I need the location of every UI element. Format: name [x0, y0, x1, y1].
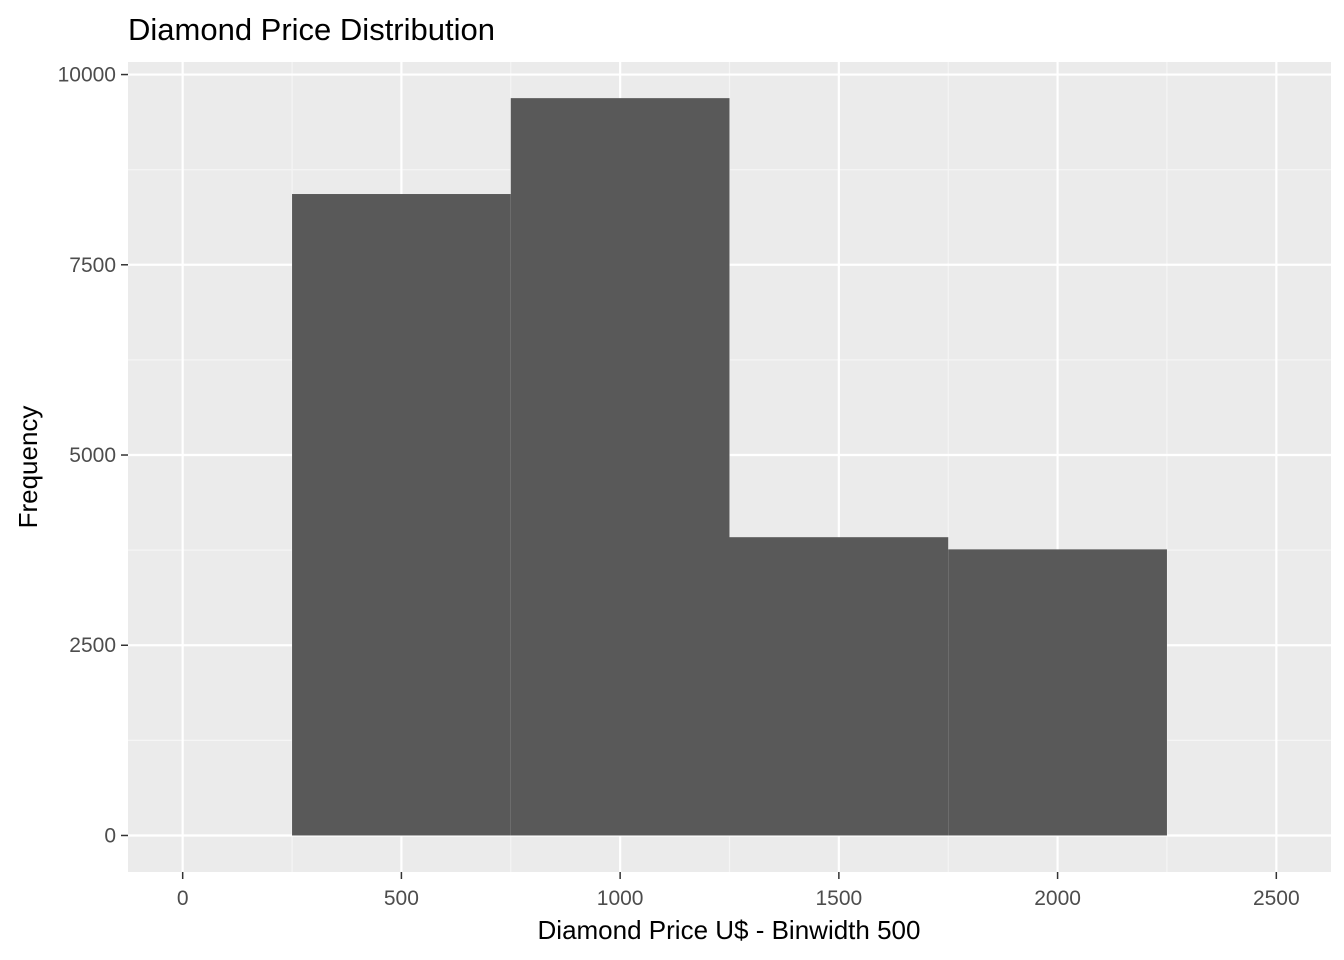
histogram-bars — [292, 98, 1167, 836]
chart-title: Diamond Price Distribution — [128, 12, 495, 47]
histogram-bar — [729, 537, 949, 836]
x-tick-label: 1500 — [816, 887, 863, 910]
x-tick-label: 500 — [384, 887, 419, 910]
y-tick-label: 2500 — [69, 634, 116, 657]
y-tick-label: 10000 — [58, 64, 116, 87]
histogram-bar — [292, 194, 511, 836]
x-tick-label: 2000 — [1034, 887, 1081, 910]
histogram-bar — [510, 98, 730, 836]
y-tick-label: 7500 — [69, 254, 116, 277]
y-tick-label: 0 — [104, 824, 116, 847]
y-tick-label: 5000 — [69, 444, 116, 467]
x-tick-label: 2500 — [1253, 887, 1300, 910]
y-axis: 0 2500 5000 7500 10000 — [58, 64, 128, 847]
histogram-bar — [948, 549, 1167, 836]
y-axis-title: Frequency — [13, 406, 43, 529]
x-tick-label: 0 — [177, 887, 189, 910]
x-axis-title: Diamond Price U$ - Binwidth 500 — [538, 915, 921, 945]
x-axis: 0 500 1000 1500 2000 2500 — [177, 872, 1300, 910]
x-tick-label: 1000 — [597, 887, 644, 910]
